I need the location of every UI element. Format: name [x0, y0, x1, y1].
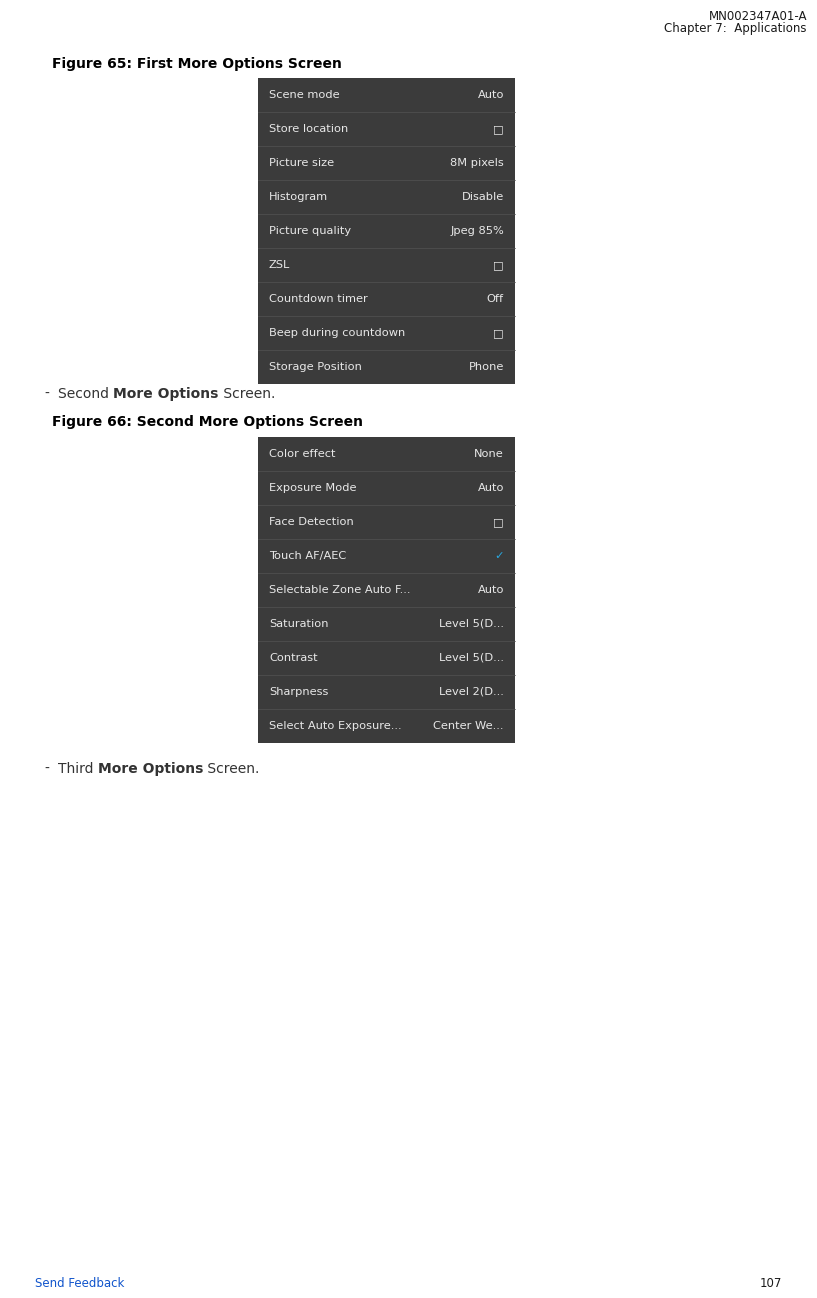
- Text: Jpeg 85%: Jpeg 85%: [450, 226, 504, 236]
- Text: Auto: Auto: [477, 585, 504, 594]
- Text: More Options: More Options: [114, 387, 219, 401]
- Text: Face Detection: Face Detection: [269, 517, 354, 527]
- Text: More Options: More Options: [98, 762, 203, 776]
- Text: Contrast: Contrast: [269, 653, 318, 663]
- Bar: [258, 78, 515, 384]
- Text: Figure 66: Second More Options Screen: Figure 66: Second More Options Screen: [52, 415, 363, 430]
- Text: Histogram: Histogram: [269, 192, 328, 202]
- Text: Saturation: Saturation: [269, 619, 328, 630]
- Text: Sharpness: Sharpness: [269, 687, 328, 697]
- Text: Storage Position: Storage Position: [269, 362, 362, 373]
- Text: Color effect: Color effect: [269, 449, 336, 459]
- Text: Third: Third: [58, 762, 98, 776]
- Text: 8M pixels: 8M pixels: [450, 158, 504, 167]
- Text: Auto: Auto: [477, 483, 504, 493]
- Text: Send Feedback: Send Feedback: [35, 1277, 124, 1290]
- Text: None: None: [474, 449, 504, 459]
- Text: Screen.: Screen.: [203, 762, 260, 776]
- Text: MN002347A01-A: MN002347A01-A: [708, 10, 807, 23]
- Text: Picture quality: Picture quality: [269, 226, 351, 236]
- Text: □: □: [493, 125, 504, 134]
- Text: Countdown timer: Countdown timer: [269, 295, 368, 304]
- Text: Off: Off: [487, 295, 504, 304]
- Text: Level 5(D...: Level 5(D...: [439, 653, 504, 663]
- Text: □: □: [493, 328, 504, 337]
- Text: Store location: Store location: [269, 125, 348, 134]
- Text: -: -: [44, 762, 49, 776]
- Text: ✓: ✓: [494, 550, 504, 561]
- Text: Phone: Phone: [469, 362, 504, 373]
- Text: Beep during countdown: Beep during countdown: [269, 328, 405, 337]
- Bar: [258, 437, 515, 742]
- Text: Level 5(D...: Level 5(D...: [439, 619, 504, 630]
- Text: Select Auto Exposure...: Select Auto Exposure...: [269, 720, 402, 731]
- Text: Exposure Mode: Exposure Mode: [269, 483, 356, 493]
- Text: Figure 65: First More Options Screen: Figure 65: First More Options Screen: [52, 57, 342, 71]
- Text: Center We...: Center We...: [434, 720, 504, 731]
- Text: -: -: [44, 387, 49, 401]
- Text: Scene mode: Scene mode: [269, 90, 340, 100]
- Text: Picture size: Picture size: [269, 158, 334, 167]
- Text: Second: Second: [58, 387, 114, 401]
- Text: Auto: Auto: [477, 90, 504, 100]
- Text: Disable: Disable: [462, 192, 504, 202]
- Text: ZSL: ZSL: [269, 260, 290, 270]
- Text: Chapter 7:  Applications: Chapter 7: Applications: [664, 22, 807, 35]
- Text: Selectable Zone Auto F...: Selectable Zone Auto F...: [269, 585, 410, 594]
- Text: Screen.: Screen.: [219, 387, 275, 401]
- Text: □: □: [493, 260, 504, 270]
- Text: 107: 107: [760, 1277, 782, 1290]
- Text: □: □: [493, 517, 504, 527]
- Text: Level 2(D...: Level 2(D...: [439, 687, 504, 697]
- Text: Touch AF/AEC: Touch AF/AEC: [269, 550, 346, 561]
